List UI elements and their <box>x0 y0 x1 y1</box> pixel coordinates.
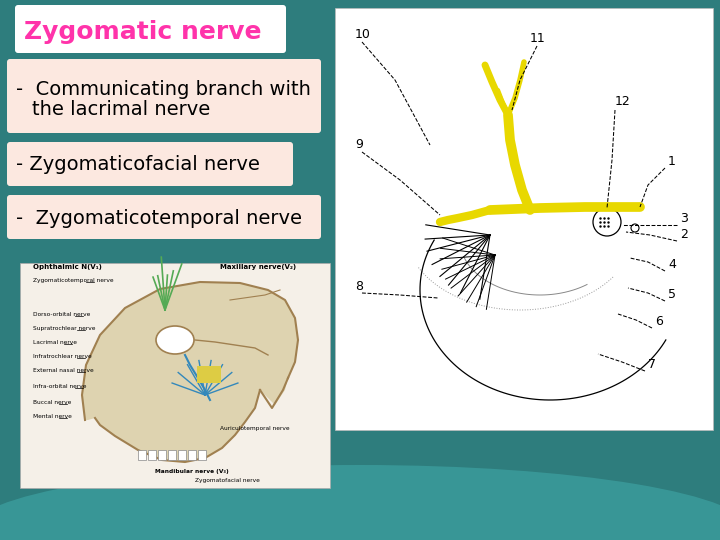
Ellipse shape <box>156 326 194 354</box>
Text: 11: 11 <box>530 32 546 45</box>
Text: Zygomaticotemporal nerve: Zygomaticotemporal nerve <box>33 278 114 283</box>
Bar <box>178 450 186 460</box>
Text: 8: 8 <box>355 280 363 293</box>
Text: 5: 5 <box>668 288 676 301</box>
Text: Maxillary nerve(V₂): Maxillary nerve(V₂) <box>220 264 296 270</box>
Text: Dorso-orbital nerve: Dorso-orbital nerve <box>33 312 91 317</box>
Bar <box>148 450 156 460</box>
Text: the lacrimal nerve: the lacrimal nerve <box>32 100 210 119</box>
Text: 2: 2 <box>680 228 688 241</box>
FancyBboxPatch shape <box>20 263 330 488</box>
Text: 10: 10 <box>355 28 371 41</box>
FancyBboxPatch shape <box>15 5 286 53</box>
Text: Mental nerve: Mental nerve <box>33 414 72 419</box>
Text: Auriculotemporal nerve: Auriculotemporal nerve <box>220 426 289 431</box>
Bar <box>158 450 166 460</box>
Ellipse shape <box>0 465 720 540</box>
Bar <box>168 450 176 460</box>
Text: 9: 9 <box>355 138 363 151</box>
Text: Zygomatic nerve: Zygomatic nerve <box>24 20 261 44</box>
Text: - Zygomaticofacial nerve: - Zygomaticofacial nerve <box>16 156 260 174</box>
Text: Ophthalmic N(V₁): Ophthalmic N(V₁) <box>33 264 102 270</box>
FancyBboxPatch shape <box>335 8 713 430</box>
Text: 1: 1 <box>668 155 676 168</box>
Polygon shape <box>82 282 298 462</box>
Bar <box>138 450 146 460</box>
Text: -  Zygomaticotemporal nerve: - Zygomaticotemporal nerve <box>16 208 302 227</box>
Text: 6: 6 <box>655 315 663 328</box>
FancyBboxPatch shape <box>197 366 221 383</box>
Text: 12: 12 <box>615 95 631 108</box>
Text: 4: 4 <box>668 258 676 271</box>
FancyBboxPatch shape <box>7 142 293 186</box>
Bar <box>188 450 196 460</box>
Text: Infratrochlear nerve: Infratrochlear nerve <box>33 354 91 359</box>
Text: Buccal nerve: Buccal nerve <box>33 400 71 405</box>
Text: Mandibular nerve (V₃): Mandibular nerve (V₃) <box>155 469 229 474</box>
Text: External nasal nerve: External nasal nerve <box>33 368 94 373</box>
Text: Supratrochlear nerve: Supratrochlear nerve <box>33 326 96 331</box>
Text: Lacrimal nerve: Lacrimal nerve <box>33 340 77 345</box>
Text: -  Communicating branch with: - Communicating branch with <box>16 80 311 99</box>
FancyBboxPatch shape <box>7 59 321 133</box>
Text: Zygomatofacial nerve: Zygomatofacial nerve <box>195 478 260 483</box>
Text: 3: 3 <box>680 212 688 225</box>
Bar <box>198 450 206 460</box>
Text: Infra-orbital nerve: Infra-orbital nerve <box>33 384 86 389</box>
FancyBboxPatch shape <box>7 195 321 239</box>
Text: 7: 7 <box>648 358 656 371</box>
